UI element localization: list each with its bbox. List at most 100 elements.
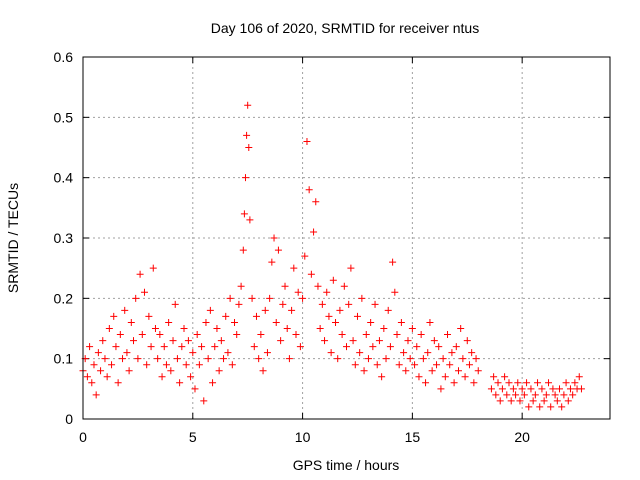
data-point [239, 246, 247, 254]
data-point [191, 385, 199, 393]
data-point [343, 343, 350, 351]
data-point [237, 282, 245, 290]
data-point [151, 325, 159, 332]
data-point [527, 385, 535, 393]
data-point [307, 270, 315, 278]
x-tick-label: 20 [514, 429, 530, 445]
data-point [389, 258, 397, 266]
data-point [496, 397, 504, 405]
data-points [79, 101, 585, 411]
data-point [452, 343, 460, 351]
data-point [132, 294, 140, 302]
data-point [136, 270, 144, 278]
data-point [422, 379, 430, 387]
data-point [193, 331, 201, 339]
data-point [538, 385, 546, 393]
data-point [268, 258, 276, 266]
data-point [536, 403, 544, 411]
data-point [195, 361, 203, 369]
data-point [367, 318, 375, 326]
data-point [316, 325, 324, 332]
y-tick-label: 0.3 [54, 230, 74, 246]
data-point [553, 397, 561, 405]
data-point [373, 361, 381, 369]
data-point [257, 331, 265, 339]
x-tick-label: 5 [189, 429, 197, 445]
data-point [224, 349, 232, 357]
data-point [448, 349, 456, 357]
data-point [386, 343, 394, 351]
data-point [569, 391, 577, 399]
data-point [463, 337, 471, 345]
data-point [566, 385, 574, 393]
data-point [435, 343, 443, 351]
data-point [88, 379, 96, 387]
data-point [498, 385, 506, 393]
data-point [518, 385, 526, 393]
data-point [507, 397, 515, 405]
plot-frame [82, 56, 611, 420]
data-point [211, 343, 219, 351]
data-point [178, 343, 186, 351]
data-point [288, 306, 296, 314]
data-point [562, 379, 570, 387]
data-point [294, 288, 302, 296]
x-axis-title: GPS time / hours [293, 457, 400, 473]
data-point [119, 355, 127, 363]
data-point [138, 331, 146, 339]
data-point [187, 373, 195, 381]
data-point [180, 325, 188, 332]
data-point [101, 355, 109, 363]
y-tick-label: 0.6 [54, 49, 74, 65]
data-point [338, 331, 346, 339]
data-point [292, 331, 300, 339]
y-tick-label: 0.4 [54, 170, 74, 186]
data-point [235, 300, 243, 308]
data-point [470, 379, 478, 387]
data-point [143, 361, 151, 369]
data-point [545, 379, 553, 387]
data-point [162, 361, 170, 369]
data-point [263, 349, 271, 357]
data-point [356, 349, 364, 357]
data-point [83, 373, 91, 381]
data-point [123, 349, 131, 357]
data-point [90, 361, 98, 369]
data-point [299, 294, 307, 302]
data-point [154, 355, 162, 363]
data-point [213, 325, 221, 332]
data-point [99, 337, 107, 345]
data-point [345, 300, 353, 308]
data-point [103, 373, 111, 381]
data-point [156, 331, 164, 339]
y-tick-label: 0.1 [54, 351, 74, 367]
data-point [465, 361, 473, 369]
data-point [327, 349, 335, 357]
data-point [92, 391, 100, 399]
data-point [461, 373, 469, 381]
data-point [220, 355, 228, 363]
data-point [540, 397, 548, 405]
data-point [424, 349, 432, 357]
data-point [312, 198, 320, 206]
data-point [360, 367, 368, 375]
data-point [245, 144, 253, 151]
data-point [468, 349, 476, 357]
data-point [364, 355, 372, 363]
data-point [86, 343, 94, 351]
data-point [551, 391, 559, 399]
data-point [428, 367, 436, 375]
data-point [408, 325, 416, 332]
chart-title: Day 106 of 2020, SRMTID for receiver ntu… [211, 20, 479, 36]
data-point [189, 349, 197, 357]
data-point [349, 337, 357, 345]
data-point [114, 379, 122, 387]
data-point [351, 361, 359, 369]
y-tick-label: 0.5 [54, 109, 74, 125]
y-tick-label: 0 [65, 411, 73, 427]
data-point [514, 379, 522, 387]
data-point [534, 379, 542, 387]
data-point [198, 343, 206, 351]
data-point [575, 373, 583, 381]
data-point [244, 101, 252, 109]
